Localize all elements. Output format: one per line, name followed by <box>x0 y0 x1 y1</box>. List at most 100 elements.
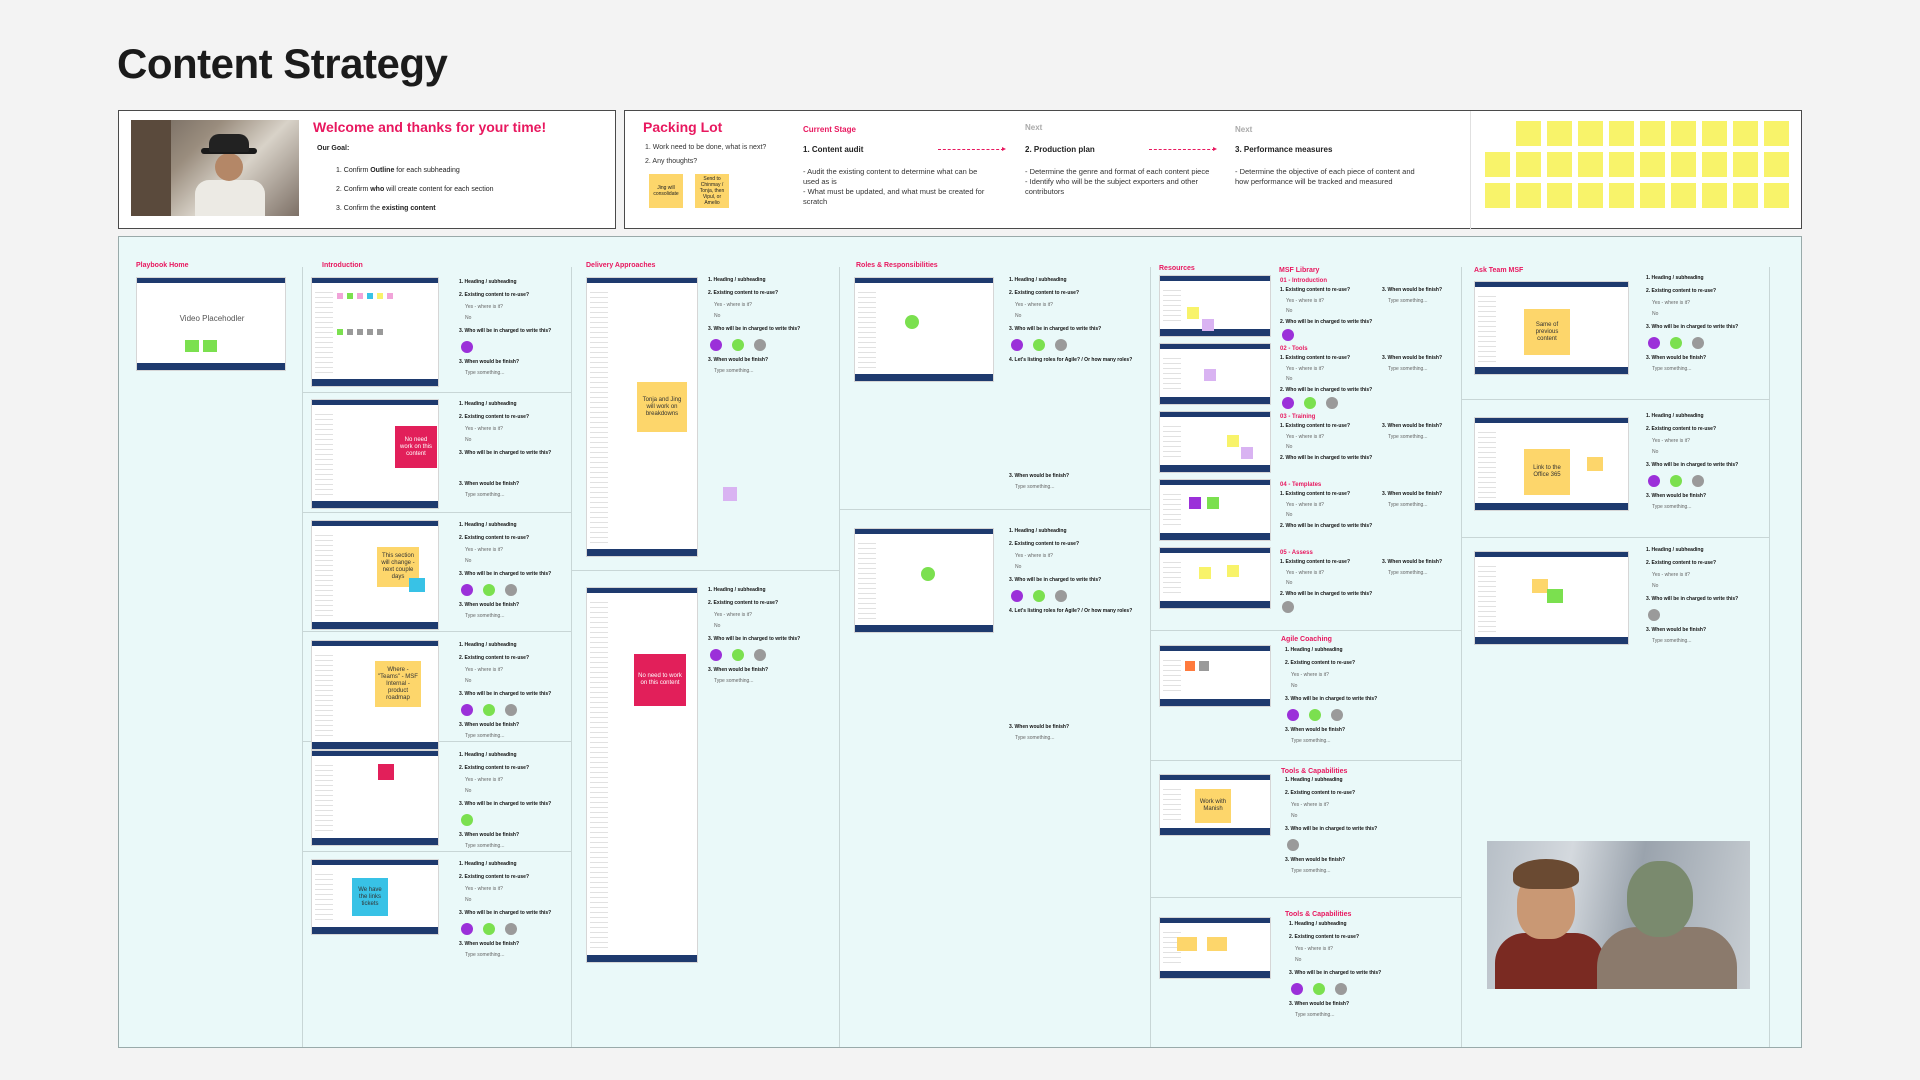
sticky-note[interactable] <box>1733 152 1758 177</box>
sticky-note[interactable]: We have the links tickets <box>352 878 388 916</box>
avatar[interactable] <box>1033 590 1045 602</box>
avatar[interactable] <box>1282 397 1294 409</box>
page-thumbnail[interactable] <box>854 528 994 633</box>
avatar[interactable] <box>1335 983 1347 995</box>
avatar[interactable] <box>1313 983 1325 995</box>
avatar[interactable] <box>1648 475 1660 487</box>
sticky-note[interactable]: No need work on this content <box>395 426 437 468</box>
page-thumbnail[interactable] <box>1159 479 1271 541</box>
sticky-note[interactable] <box>1609 121 1634 146</box>
sticky-note[interactable] <box>1609 152 1634 177</box>
page-thumbnail[interactable] <box>311 520 439 630</box>
avatar[interactable] <box>461 923 473 935</box>
sticky-note[interactable] <box>1764 183 1789 208</box>
avatar[interactable] <box>710 339 722 351</box>
avatar[interactable] <box>461 341 473 353</box>
avatar[interactable] <box>754 649 766 661</box>
sticky-note[interactable]: Jing will consolidate <box>649 174 683 208</box>
sticky-note[interactable] <box>1609 183 1634 208</box>
avatar[interactable] <box>1648 337 1660 349</box>
page-thumbnail[interactable] <box>1159 645 1271 707</box>
avatar[interactable] <box>1304 397 1316 409</box>
avatar[interactable] <box>1291 983 1303 995</box>
sticky-note[interactable] <box>1733 183 1758 208</box>
page-thumbnail[interactable] <box>1159 343 1271 405</box>
avatar[interactable] <box>732 649 744 661</box>
sticky-note[interactable]: Send to Chinmay / Tonja, then Vipul, or … <box>695 174 729 208</box>
avatar[interactable] <box>1331 709 1343 721</box>
avatar[interactable] <box>505 584 517 596</box>
avatar[interactable] <box>710 649 722 661</box>
sticky-note[interactable] <box>1671 152 1696 177</box>
sticky-note[interactable] <box>1764 121 1789 146</box>
sticky-note[interactable] <box>1547 183 1572 208</box>
sticky-note[interactable] <box>1516 152 1541 177</box>
avatar[interactable] <box>1326 397 1338 409</box>
page-thumbnail[interactable] <box>854 277 994 382</box>
page-thumbnail[interactable] <box>1159 411 1271 473</box>
sticky-note[interactable]: Tonja and Jing will work on breakdowns <box>637 382 687 432</box>
sticky-note[interactable]: Where - "Teams" - MSF Internal - product… <box>375 661 421 707</box>
packing-lot-card[interactable]: Packing Lot 1. Work need to be done, wha… <box>624 110 1802 230</box>
sticky-note[interactable] <box>1547 152 1572 177</box>
avatar[interactable] <box>754 339 766 351</box>
avatar[interactable] <box>461 814 473 826</box>
sticky-note[interactable]: This section will change - next couple d… <box>377 547 419 587</box>
page-thumbnail[interactable] <box>1159 774 1271 836</box>
avatar[interactable] <box>483 584 495 596</box>
avatar[interactable] <box>461 704 473 716</box>
sticky-note[interactable]: Link to the Office 365 <box>1524 449 1570 495</box>
sticky-note[interactable] <box>409 578 425 592</box>
avatar[interactable] <box>483 923 495 935</box>
avatar[interactable] <box>1055 339 1067 351</box>
page-thumbnail[interactable] <box>1474 551 1629 645</box>
avatar[interactable] <box>1287 839 1299 851</box>
avatar[interactable] <box>1011 590 1023 602</box>
avatar[interactable] <box>1055 590 1067 602</box>
sticky-note[interactable] <box>1733 121 1758 146</box>
sticky-note[interactable] <box>1516 183 1541 208</box>
sticky-note[interactable] <box>378 764 394 780</box>
avatar[interactable] <box>1287 709 1299 721</box>
welcome-card[interactable]: Welcome and thanks for your time! Our Go… <box>118 110 616 229</box>
sticky-note[interactable] <box>1640 152 1665 177</box>
sticky-note[interactable] <box>1578 183 1603 208</box>
page-thumbnail[interactable] <box>311 277 439 387</box>
sticky-note[interactable] <box>1702 121 1727 146</box>
page-thumbnail[interactable] <box>1159 275 1271 337</box>
avatar[interactable] <box>1011 339 1023 351</box>
avatar[interactable] <box>1670 475 1682 487</box>
avatar[interactable] <box>505 923 517 935</box>
sticky-note[interactable] <box>1578 152 1603 177</box>
avatar[interactable] <box>732 339 744 351</box>
sticky-note[interactable] <box>1702 183 1727 208</box>
page-thumbnail[interactable] <box>311 750 439 846</box>
avatar[interactable] <box>1309 709 1321 721</box>
avatar[interactable] <box>461 584 473 596</box>
sticky-note[interactable]: Work with Manish <box>1195 789 1231 823</box>
sticky-note[interactable] <box>1640 121 1665 146</box>
avatar[interactable] <box>1282 601 1294 613</box>
avatar[interactable] <box>505 704 517 716</box>
sticky-note[interactable] <box>1547 121 1572 146</box>
avatar[interactable] <box>1033 339 1045 351</box>
sticky-note[interactable] <box>1578 121 1603 146</box>
sticky-note[interactable] <box>1671 121 1696 146</box>
avatar[interactable] <box>1670 337 1682 349</box>
avatar[interactable] <box>483 704 495 716</box>
sticky-note[interactable]: Same of previous content <box>1524 309 1570 355</box>
content-board[interactable]: Playbook Home Introduction Delivery Appr… <box>118 236 1802 1048</box>
sticky-note-grid[interactable] <box>1485 121 1795 221</box>
avatar[interactable] <box>1692 475 1704 487</box>
sticky-note[interactable] <box>1702 152 1727 177</box>
sticky-note[interactable] <box>1671 183 1696 208</box>
sticky-note[interactable] <box>1485 152 1510 177</box>
page-thumbnail[interactable] <box>586 587 698 963</box>
avatar[interactable] <box>1648 609 1660 621</box>
sticky-note[interactable]: No need to work on this content <box>634 654 686 706</box>
sticky-note[interactable] <box>1640 183 1665 208</box>
sticky-note[interactable] <box>1485 183 1510 208</box>
avatar[interactable] <box>1282 329 1294 341</box>
sticky-note[interactable] <box>1764 152 1789 177</box>
page-thumbnail[interactable]: Video Placehodler <box>136 277 286 371</box>
